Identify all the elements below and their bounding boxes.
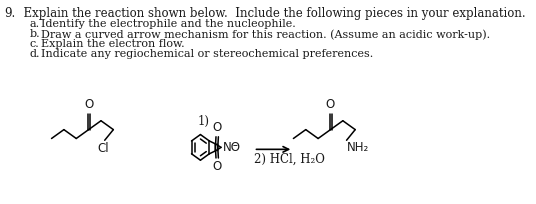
Text: O: O (326, 98, 335, 111)
Text: O: O (212, 160, 221, 173)
Text: d.: d. (30, 49, 40, 59)
Text: O: O (84, 98, 93, 111)
Text: NH₂: NH₂ (347, 141, 370, 154)
Text: 1): 1) (197, 115, 209, 128)
Text: O: O (212, 121, 221, 134)
Text: a.: a. (30, 19, 40, 29)
Text: c.: c. (30, 39, 40, 49)
Text: Explain the reaction shown below.  Include the following pieces in your explanat: Explain the reaction shown below. Includ… (16, 7, 525, 20)
Text: Draw a curved arrow mechanism for this reaction. (Assume an acidic work-up).: Draw a curved arrow mechanism for this r… (41, 29, 490, 40)
Text: Cl: Cl (98, 142, 109, 155)
Text: Explain the electron flow.: Explain the electron flow. (41, 39, 185, 49)
Text: 9.: 9. (5, 7, 16, 20)
Text: NΘ: NΘ (222, 141, 241, 154)
Text: b.: b. (30, 29, 41, 39)
Text: Identify the electrophile and the nucleophile.: Identify the electrophile and the nucleo… (41, 19, 296, 29)
Text: Indicate any regiochemical or stereochemical preferences.: Indicate any regiochemical or stereochem… (41, 49, 373, 59)
Text: 2) HCl, H₂O: 2) HCl, H₂O (254, 152, 324, 165)
